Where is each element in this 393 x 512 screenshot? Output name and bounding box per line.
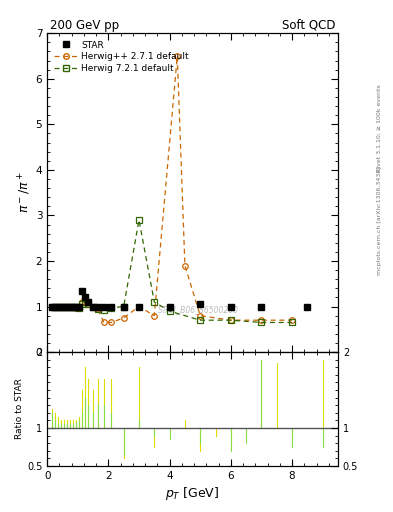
Y-axis label: Ratio to STAR: Ratio to STAR xyxy=(15,378,24,439)
Text: 200 GeV pp: 200 GeV pp xyxy=(50,18,119,32)
Text: STAR_B06_S6500200: STAR_B06_S6500200 xyxy=(158,305,239,314)
Text: Rivet 3.1.10; ≥ 100k events: Rivet 3.1.10; ≥ 100k events xyxy=(377,84,382,172)
Text: mcplots.cern.ch [arXiv:1306.3436]: mcplots.cern.ch [arXiv:1306.3436] xyxy=(377,166,382,274)
Legend: STAR, Herwig++ 2.7.1 default, Herwig 7.2.1 default: STAR, Herwig++ 2.7.1 default, Herwig 7.2… xyxy=(51,38,192,76)
X-axis label: $p_T$ [GeV]: $p_T$ [GeV] xyxy=(165,485,220,502)
Text: Soft QCD: Soft QCD xyxy=(281,18,335,32)
Y-axis label: $\pi^- / \pi^+$: $\pi^- / \pi^+$ xyxy=(17,172,33,214)
